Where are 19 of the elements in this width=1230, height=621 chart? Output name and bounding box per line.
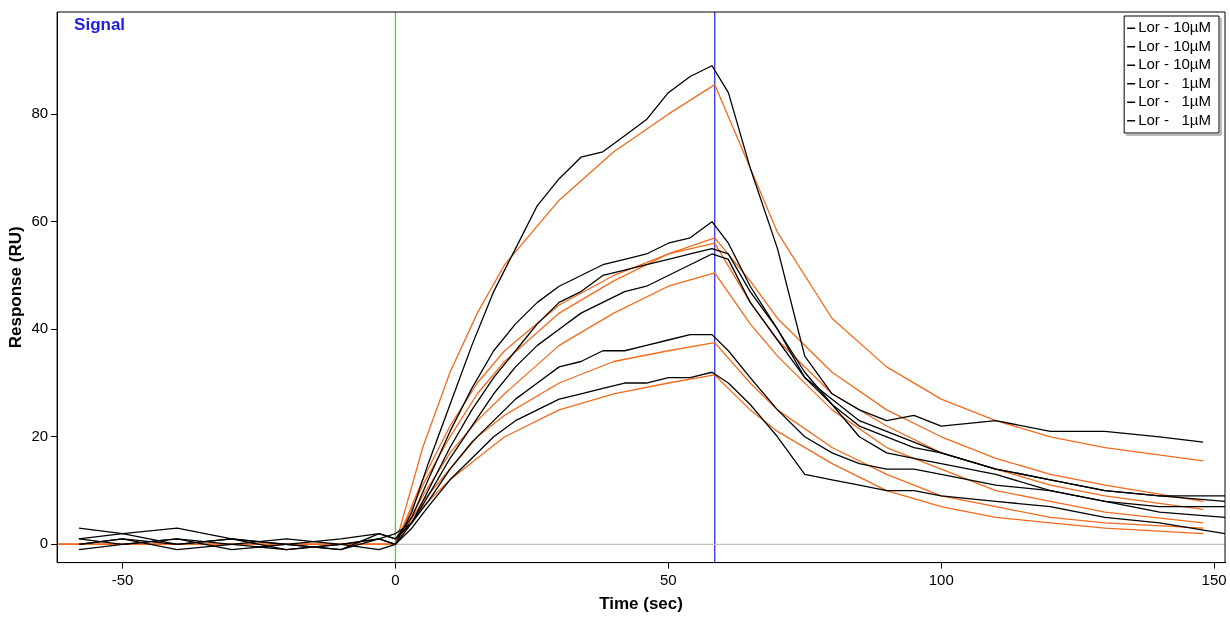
x-tick-label: -50 [111, 570, 134, 588]
y-tick-label: 40 [31, 319, 49, 337]
y-tick-label: 0 [39, 534, 49, 552]
legend-label: Lor - 10µM [1138, 18, 1212, 36]
x-axis-title: Time (sec) [599, 594, 683, 614]
y-tick-label: 80 [31, 104, 49, 122]
legend-label: Lor - 10µM [1138, 55, 1212, 73]
y-tick-label: 60 [31, 211, 49, 229]
y-axis-title: Response (RU) [5, 226, 25, 349]
chart-title: Signal [74, 15, 126, 35]
y-tick-label: 20 [31, 426, 49, 444]
legend-label: Lor - 1µM [1138, 110, 1211, 128]
x-tick-label: 100 [928, 570, 954, 588]
legend-label: Lor - 1µM [1138, 92, 1211, 110]
x-tick-label: 0 [391, 570, 400, 588]
x-tick-label: 50 [659, 570, 677, 588]
x-tick-label: 150 [1201, 570, 1227, 588]
legend-label: Lor - 1µM [1138, 73, 1211, 91]
legend-label: Lor - 10µM [1138, 36, 1212, 54]
